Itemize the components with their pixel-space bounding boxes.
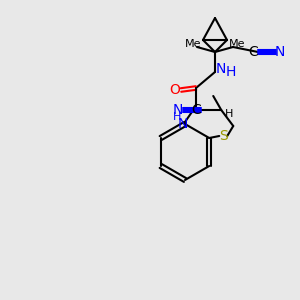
Text: Me: Me (229, 39, 245, 49)
Text: Me: Me (185, 39, 201, 49)
Text: H: H (226, 65, 236, 79)
Text: N: N (275, 45, 285, 59)
Text: S: S (219, 129, 228, 143)
Text: N: N (178, 117, 188, 131)
Text: C: C (248, 45, 258, 59)
Text: H: H (225, 109, 233, 119)
Text: H: H (173, 112, 181, 122)
Text: N: N (216, 62, 226, 76)
Text: O: O (169, 83, 180, 97)
Text: C: C (191, 103, 201, 117)
Text: N: N (173, 103, 183, 117)
